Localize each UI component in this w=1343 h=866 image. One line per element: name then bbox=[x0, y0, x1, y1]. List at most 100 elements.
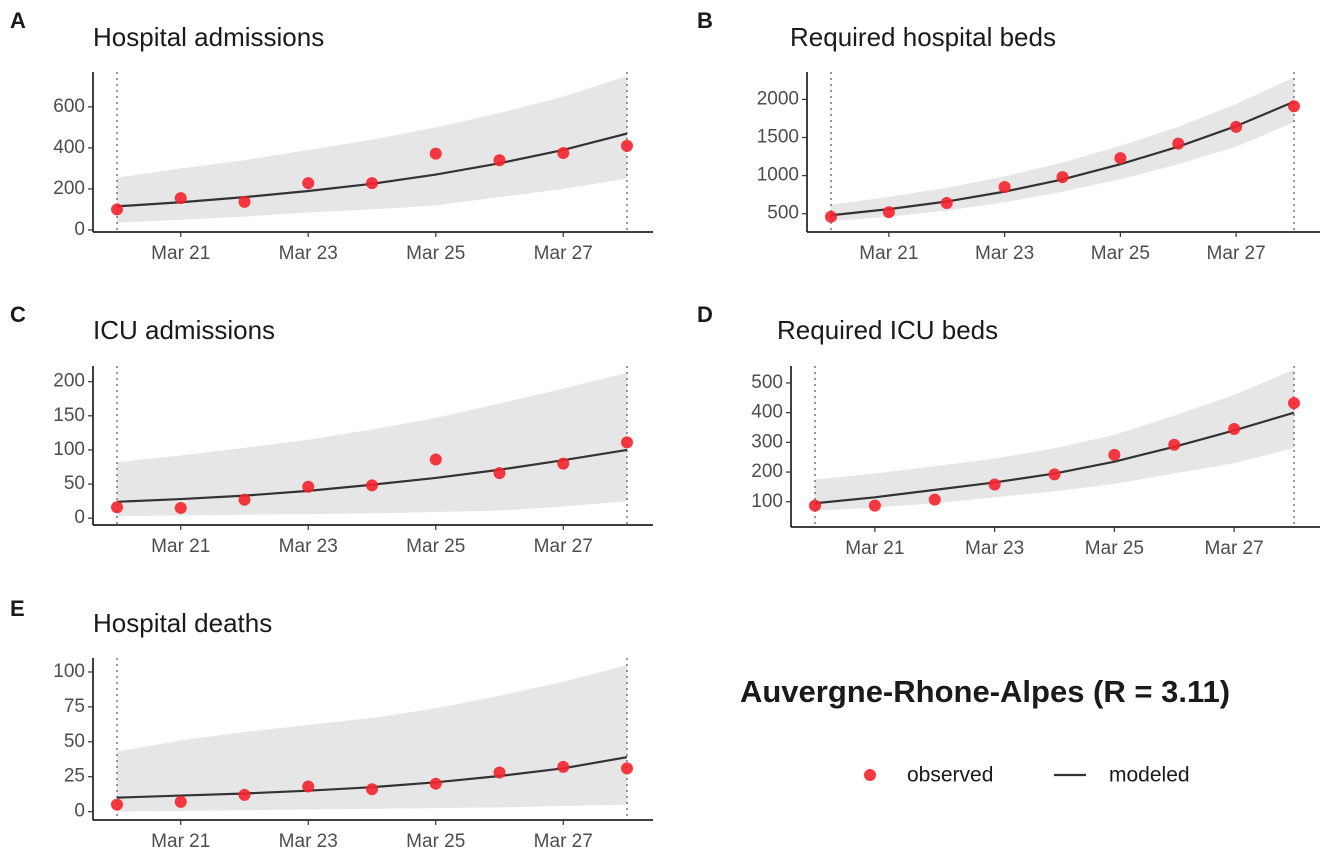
y-tick-label: 150 bbox=[53, 405, 85, 426]
y-tick-label: 50 bbox=[64, 473, 85, 494]
x-tick-label: Mar 27 bbox=[534, 831, 593, 852]
y-tick-label: 400 bbox=[751, 402, 783, 423]
x-tick-label: Mar 25 bbox=[1091, 243, 1150, 264]
observed-point bbox=[493, 467, 506, 480]
observed-point bbox=[557, 760, 570, 773]
x-tick-label: Mar 27 bbox=[1207, 243, 1266, 264]
x-tick-label: Mar 21 bbox=[151, 831, 210, 852]
y-tick-label: 50 bbox=[64, 731, 85, 752]
observed-point bbox=[174, 501, 187, 514]
y-tick-label: 0 bbox=[74, 801, 85, 822]
observed-point bbox=[493, 154, 506, 167]
uncertainty-band bbox=[831, 77, 1294, 222]
observed-point bbox=[621, 139, 633, 152]
y-tick-label: 1500 bbox=[757, 127, 799, 148]
observed-point bbox=[366, 479, 378, 492]
observed-point bbox=[302, 177, 315, 190]
observed-point bbox=[988, 478, 1001, 491]
observed-point bbox=[493, 766, 506, 779]
y-tick-label: 25 bbox=[64, 766, 85, 787]
y-tick-label: 200 bbox=[53, 178, 85, 199]
x-tick-label: Mar 25 bbox=[1085, 538, 1144, 559]
y-tick-label: 75 bbox=[64, 696, 85, 717]
panel-title: Hospital admissions bbox=[93, 22, 324, 52]
observed-point bbox=[1288, 100, 1300, 113]
observed-point bbox=[621, 762, 633, 775]
panel-title: ICU admissions bbox=[93, 315, 275, 345]
x-tick-label: Mar 27 bbox=[534, 536, 593, 557]
observed-point bbox=[940, 197, 953, 210]
y-tick-label: 300 bbox=[751, 431, 783, 452]
y-tick-label: 100 bbox=[53, 439, 85, 460]
observed-point bbox=[174, 192, 187, 205]
observed-point bbox=[111, 501, 123, 514]
y-tick-label: 100 bbox=[751, 491, 783, 512]
observed-point bbox=[1114, 152, 1127, 165]
observed-point bbox=[928, 493, 941, 506]
x-tick-label: Mar 21 bbox=[845, 538, 904, 559]
observed-point bbox=[825, 210, 837, 223]
observed-point bbox=[1048, 468, 1061, 481]
y-tick-label: 0 bbox=[74, 507, 85, 528]
panel-tag: B bbox=[697, 8, 713, 33]
observed-point bbox=[809, 499, 821, 512]
observed-point bbox=[111, 203, 123, 216]
uncertainty-band bbox=[117, 76, 627, 223]
x-tick-label: Mar 21 bbox=[151, 243, 210, 264]
x-tick-label: Mar 27 bbox=[1205, 538, 1264, 559]
panel-title: Required hospital beds bbox=[790, 22, 1056, 52]
x-tick-label: Mar 23 bbox=[965, 538, 1024, 559]
y-tick-label: 600 bbox=[53, 96, 85, 117]
x-tick-label: Mar 23 bbox=[279, 243, 338, 264]
x-tick-label: Mar 23 bbox=[279, 536, 338, 557]
x-tick-label: Mar 21 bbox=[859, 243, 918, 264]
observed-point bbox=[302, 780, 315, 793]
uncertainty-band bbox=[117, 372, 627, 517]
figure-title: Auvergne-Rhone-Alpes (R = 3.11) bbox=[740, 674, 1230, 709]
observed-point bbox=[868, 499, 881, 512]
observed-point bbox=[1108, 448, 1121, 461]
observed-point bbox=[302, 480, 315, 493]
observed-point bbox=[1288, 397, 1300, 410]
x-tick-label: Mar 23 bbox=[279, 831, 338, 852]
x-tick-label: Mar 25 bbox=[406, 536, 465, 557]
y-tick-label: 2000 bbox=[757, 88, 799, 109]
panel-tag: C bbox=[10, 302, 26, 327]
observed-point bbox=[366, 783, 378, 796]
uncertainty-band bbox=[815, 369, 1294, 511]
observed-point bbox=[429, 147, 442, 160]
observed-point bbox=[366, 177, 378, 190]
observed-point bbox=[557, 457, 570, 470]
y-tick-label: 100 bbox=[53, 661, 85, 682]
y-tick-label: 0 bbox=[74, 219, 85, 240]
observed-point bbox=[1228, 422, 1241, 435]
x-tick-label: Mar 25 bbox=[406, 831, 465, 852]
observed-point bbox=[238, 493, 251, 506]
observed-point bbox=[1230, 120, 1243, 133]
observed-point bbox=[557, 147, 570, 160]
y-tick-label: 200 bbox=[53, 371, 85, 392]
x-tick-label: Mar 27 bbox=[534, 243, 593, 264]
observed-point bbox=[1056, 171, 1069, 184]
y-tick-label: 500 bbox=[751, 372, 783, 393]
y-tick-label: 1000 bbox=[757, 165, 799, 186]
y-tick-label: 500 bbox=[767, 203, 799, 224]
legend-label: observed bbox=[907, 764, 993, 787]
x-tick-label: Mar 23 bbox=[975, 243, 1034, 264]
legend-point bbox=[864, 769, 876, 781]
panel-tag: A bbox=[10, 8, 26, 33]
observed-point bbox=[1172, 137, 1185, 150]
observed-point bbox=[238, 195, 251, 208]
x-tick-label: Mar 21 bbox=[151, 536, 210, 557]
observed-point bbox=[174, 795, 187, 808]
observed-point bbox=[429, 777, 442, 790]
x-tick-label: Mar 25 bbox=[406, 243, 465, 264]
panel-tag: E bbox=[10, 596, 25, 621]
observed-point bbox=[998, 181, 1011, 194]
panel-title: Hospital deaths bbox=[93, 608, 272, 638]
panel-tag: D bbox=[697, 302, 713, 327]
legend-label: modeled bbox=[1109, 764, 1190, 787]
observed-point bbox=[1168, 438, 1181, 451]
y-tick-label: 400 bbox=[53, 137, 85, 158]
